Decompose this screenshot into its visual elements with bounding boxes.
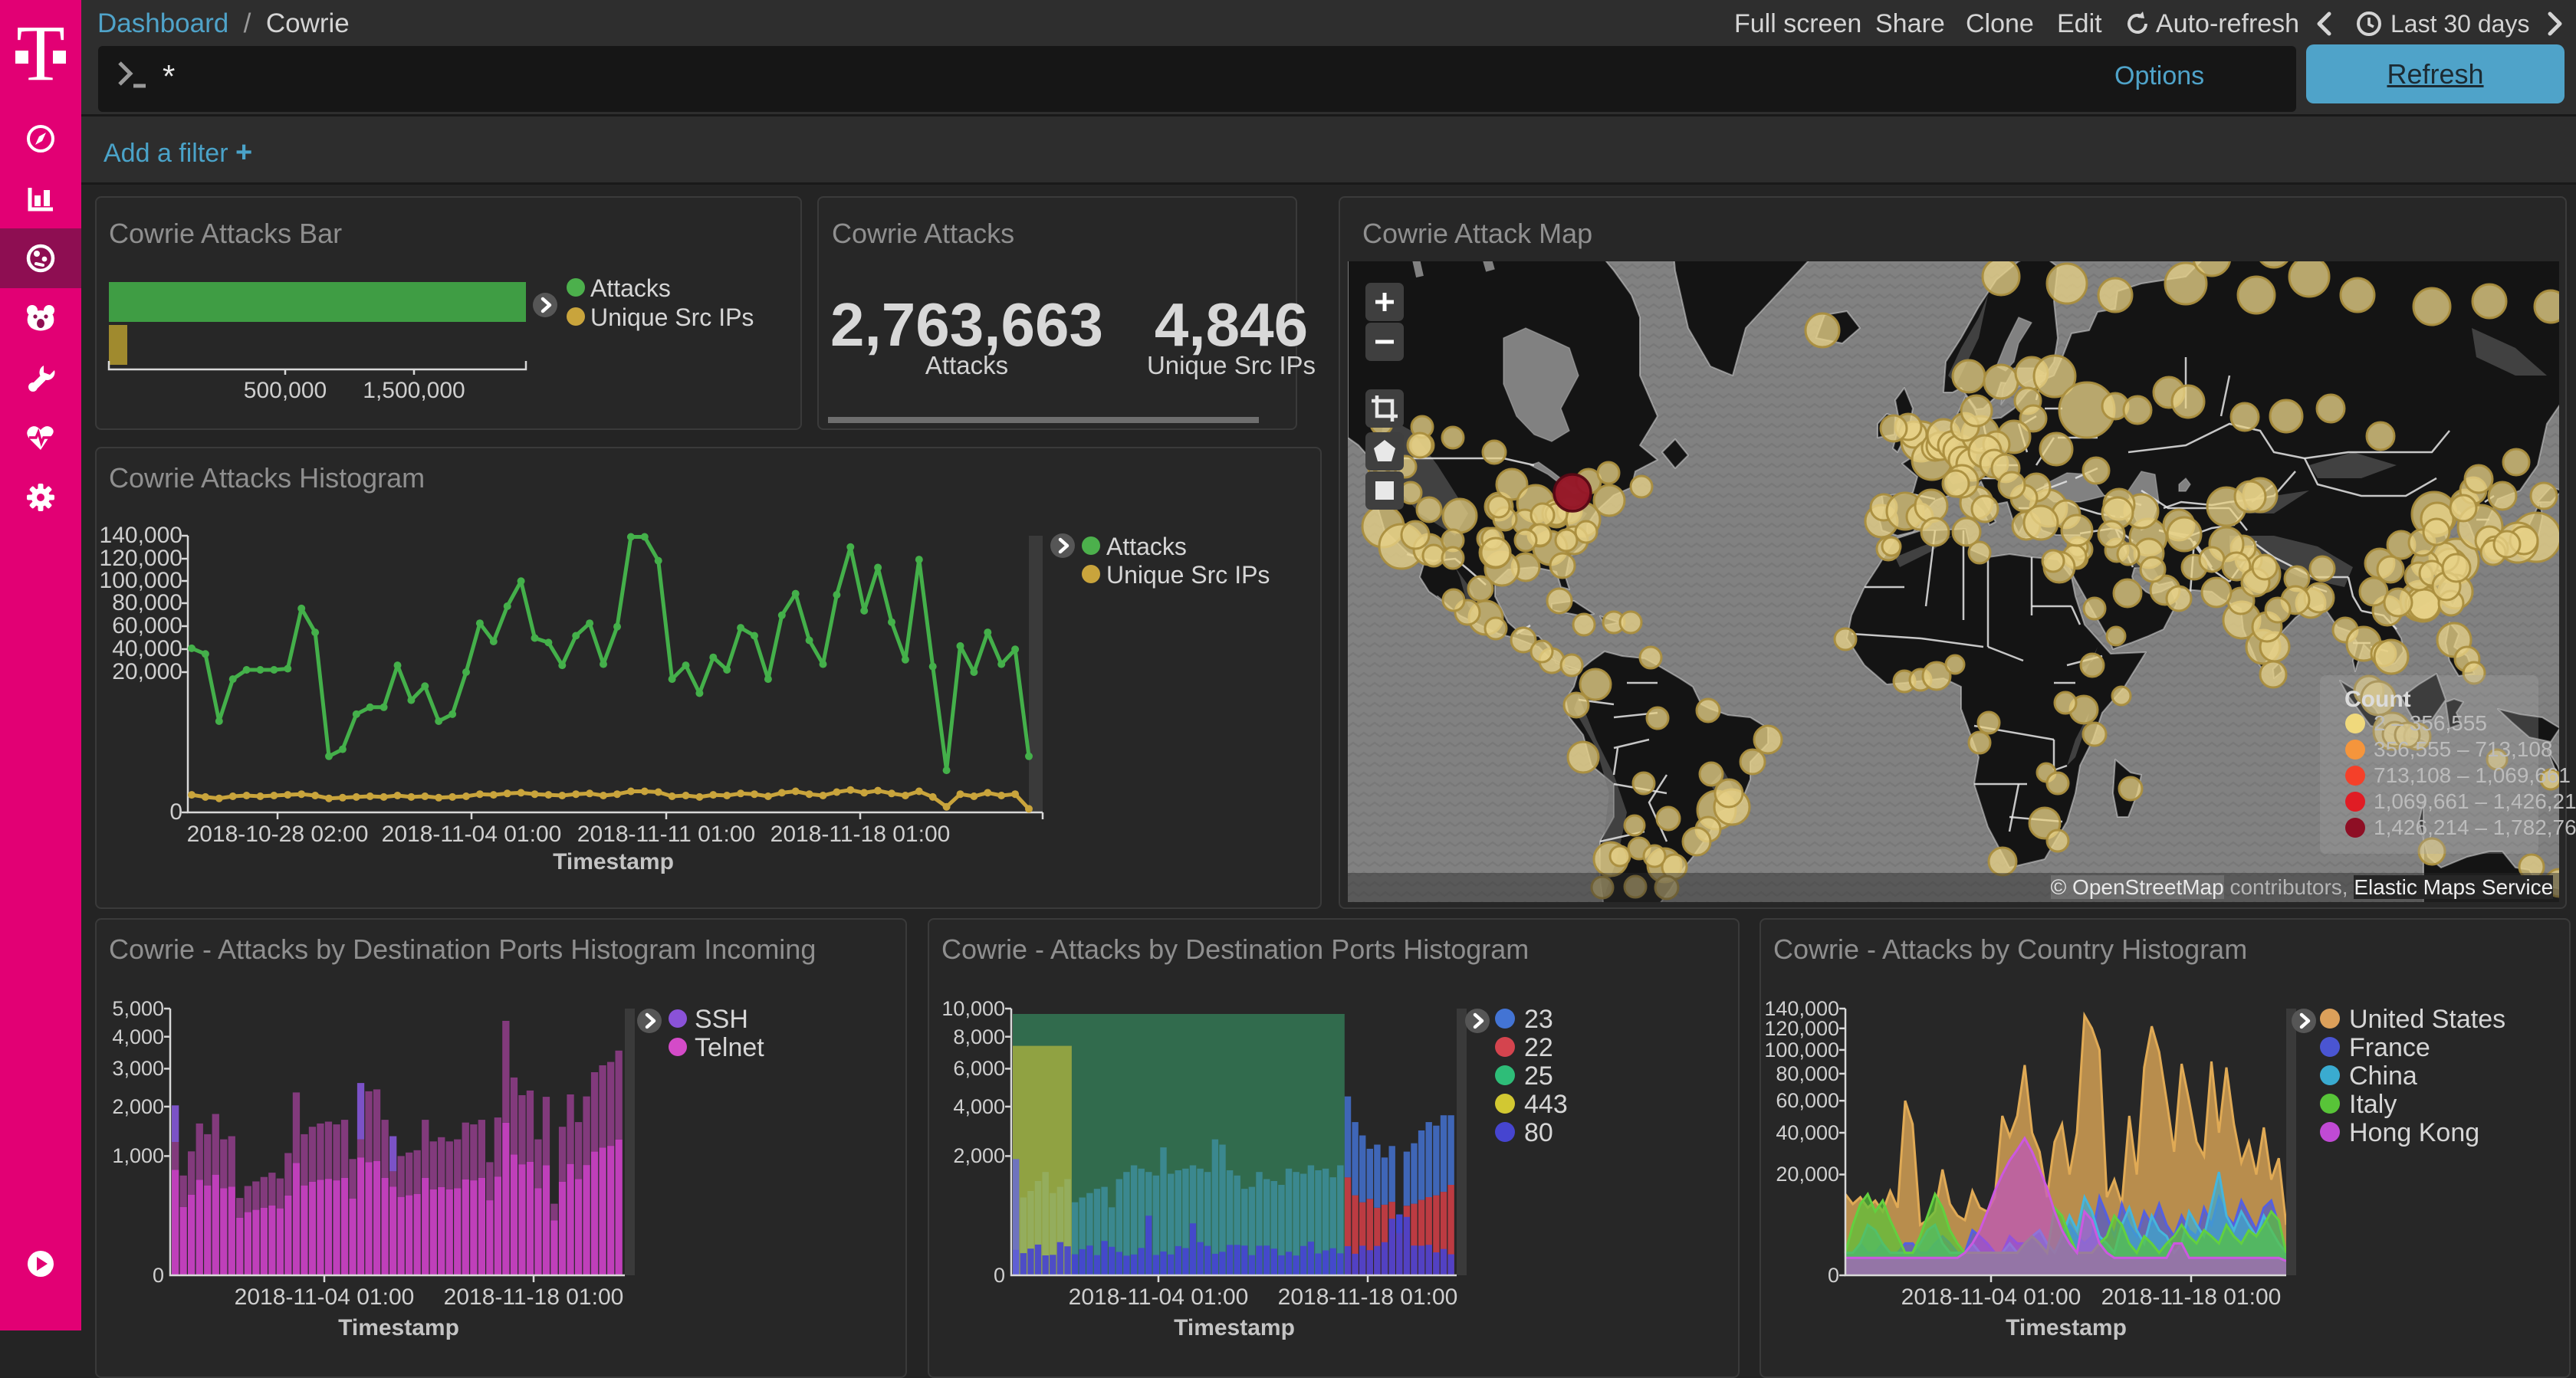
svg-text:T: T [16,12,65,97]
